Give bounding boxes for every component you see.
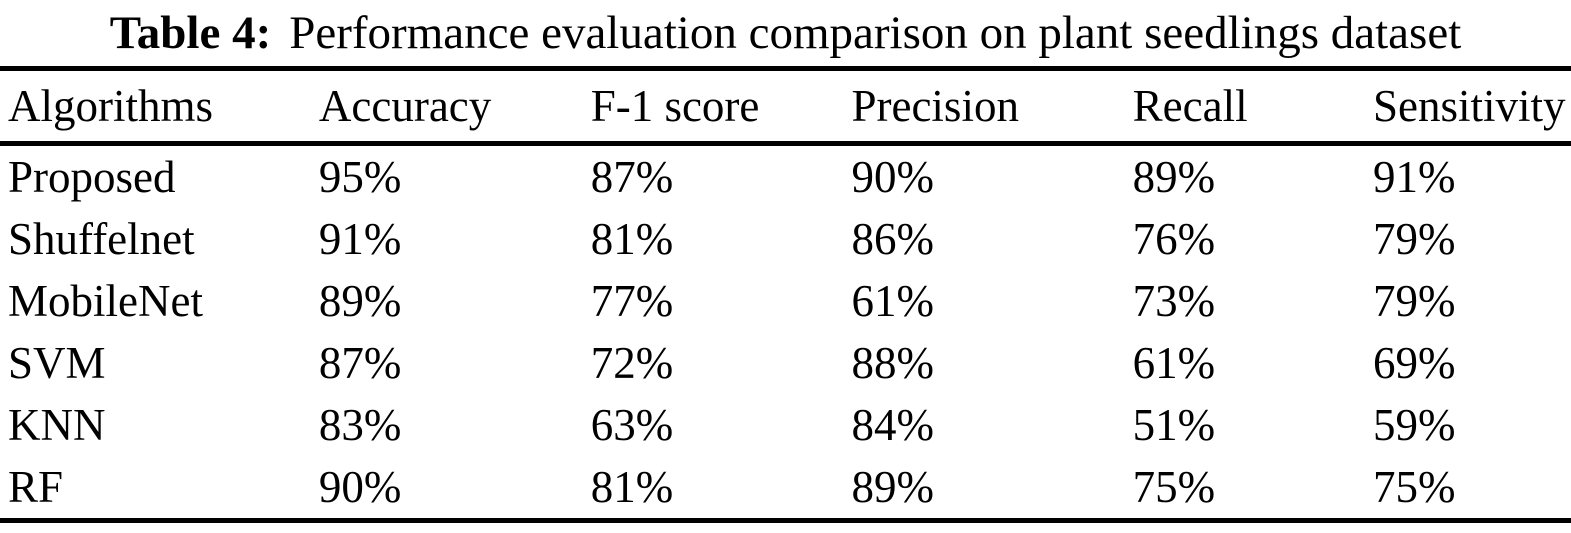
table-row-proposed: Proposed 95% 87% 90% 89% 91% — [0, 144, 1571, 209]
metric-value: 76% — [1132, 214, 1216, 264]
table-caption-label: Table 4: — [109, 7, 272, 59]
algorithm-name: MobileNet — [8, 276, 203, 326]
metric-value: 59% — [1373, 400, 1456, 450]
column-header-sensitivity: Sensitivity — [1373, 68, 1571, 146]
metric-value: 81% — [590, 462, 674, 512]
metric-value: 91% — [318, 214, 402, 264]
metric-value: 95% — [318, 152, 402, 202]
column-header-accuracy: Accuracy — [318, 68, 591, 146]
metric-value: 90% — [851, 152, 934, 202]
metric-value: 91% — [1373, 152, 1456, 202]
table-caption: Table 4: Performance evaluation compariso… — [0, 0, 1571, 59]
table-row-mobilenet: MobileNet 89% 77% 61% 73% 79% — [0, 270, 1571, 332]
metric-value: 77% — [590, 276, 674, 326]
metric-value: 90% — [318, 462, 402, 512]
table-caption-text: Performance evaluation comparison on pla… — [289, 7, 1462, 59]
metric-value: 75% — [1132, 462, 1216, 512]
column-header-precision: Precision — [851, 68, 1133, 146]
algorithm-name: Proposed — [8, 152, 176, 202]
table-row-rf: RF 90% 81% 89% 75% 75% — [0, 456, 1571, 521]
table-header-row: Algorithms Accuracy F-1 score Precision … — [0, 68, 1571, 146]
metric-value: 88% — [851, 338, 934, 388]
metric-value: 84% — [851, 400, 934, 450]
column-header-f1-score: F-1 score — [590, 68, 852, 146]
metric-value: 89% — [1132, 152, 1216, 202]
metric-value: 79% — [1373, 214, 1456, 264]
metric-value: 89% — [318, 276, 402, 326]
performance-table: Algorithms Accuracy F-1 score Precision … — [0, 66, 1571, 523]
metric-value: 63% — [590, 400, 674, 450]
metric-value: 89% — [851, 462, 934, 512]
metric-value: 87% — [590, 152, 674, 202]
metric-value: 72% — [590, 338, 674, 388]
metric-value: 86% — [851, 214, 934, 264]
metric-value: 69% — [1373, 338, 1456, 388]
table-row-svm: SVM 87% 72% 88% 61% 69% — [0, 332, 1571, 394]
column-header-recall: Recall — [1132, 68, 1374, 146]
metric-value: 61% — [1132, 338, 1216, 388]
table-row-knn: KNN 83% 63% 84% 51% 59% — [0, 394, 1571, 456]
algorithm-name: Shuffelnet — [8, 214, 195, 264]
algorithm-name: KNN — [8, 400, 106, 450]
metric-value: 51% — [1132, 400, 1216, 450]
algorithm-name: SVM — [8, 338, 106, 388]
metric-value: 61% — [851, 276, 934, 326]
metric-value: 73% — [1132, 276, 1216, 326]
metric-value: 75% — [1373, 462, 1456, 512]
metric-value: 83% — [318, 400, 402, 450]
algorithm-name: RF — [8, 462, 64, 512]
column-header-algorithms: Algorithms — [0, 68, 319, 146]
metric-value: 81% — [590, 214, 674, 264]
metric-value: 87% — [318, 338, 402, 388]
metric-value: 79% — [1373, 276, 1456, 326]
table-row-shuffelnet: Shuffelnet 91% 81% 86% 76% 79% — [0, 208, 1571, 270]
